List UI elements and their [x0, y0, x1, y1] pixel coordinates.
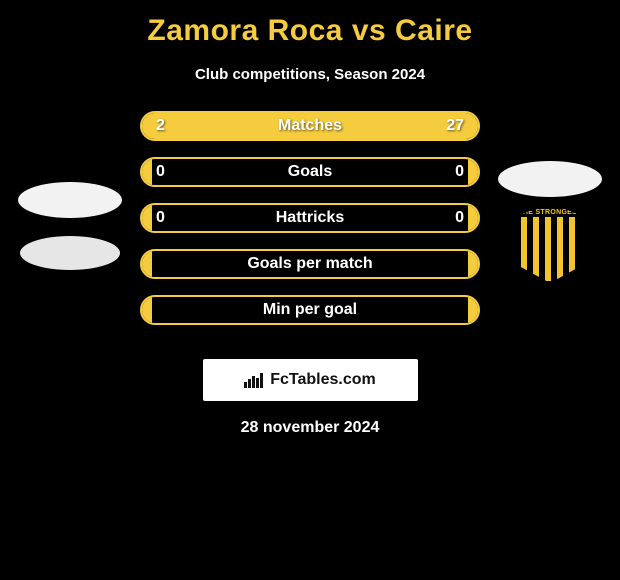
stats-column: 2 Matches 27 0 Goals 0 0 Hattricks 0 [140, 111, 480, 341]
fill-right [468, 251, 478, 277]
stat-label: Goals [288, 163, 332, 181]
stat-val-right: 0 [455, 163, 464, 181]
stat-label: Hattricks [276, 209, 344, 227]
fill-right [468, 205, 478, 231]
brand-text: FcTables.com [270, 371, 376, 389]
fill-right [468, 297, 478, 323]
bar-chart-icon [244, 372, 264, 388]
club-badge-label: THE STRONGEST [500, 209, 600, 216]
stat-val-left: 2 [156, 117, 165, 135]
stat-bar-hattricks: 0 Hattricks 0 [140, 203, 480, 233]
stat-bar-goals: 0 Goals 0 [140, 157, 480, 187]
page-title: Zamora Roca vs Caire [0, 14, 620, 48]
player-left-avatar-col [18, 182, 122, 270]
fill-left [142, 205, 152, 231]
date-line: 28 november 2024 [0, 419, 620, 437]
brand-link[interactable]: FcTables.com [203, 359, 418, 401]
player-left-placeholder-1 [18, 182, 122, 218]
stat-bar-gpm: Goals per match [140, 249, 480, 279]
stat-label: Min per goal [263, 301, 357, 319]
stat-bar-matches: 2 Matches 27 [140, 111, 480, 141]
subtitle: Club competitions, Season 2024 [0, 66, 620, 83]
stat-bar-mpg: Min per goal [140, 295, 480, 325]
fill-left [142, 297, 152, 323]
stat-val-left: 0 [156, 209, 165, 227]
club-badge-strongest: THE STRONGEST [500, 207, 600, 291]
fill-left [142, 251, 152, 277]
player-right-placeholder [498, 161, 602, 197]
stat-val-left: 0 [156, 163, 165, 181]
stat-val-right: 27 [446, 117, 464, 135]
player-left-placeholder-2 [20, 236, 120, 270]
player-right-avatar-col: THE STRONGEST [498, 161, 602, 291]
comparison-row: 2 Matches 27 0 Goals 0 0 Hattricks 0 [0, 111, 620, 341]
stat-label: Goals per match [247, 255, 372, 273]
comparison-card: Zamora Roca vs Caire Club competitions, … [0, 0, 620, 445]
fill-left [142, 159, 152, 185]
stat-label: Matches [278, 117, 342, 135]
club-badge-shield [519, 215, 581, 283]
stat-val-right: 0 [455, 209, 464, 227]
fill-right [468, 159, 478, 185]
